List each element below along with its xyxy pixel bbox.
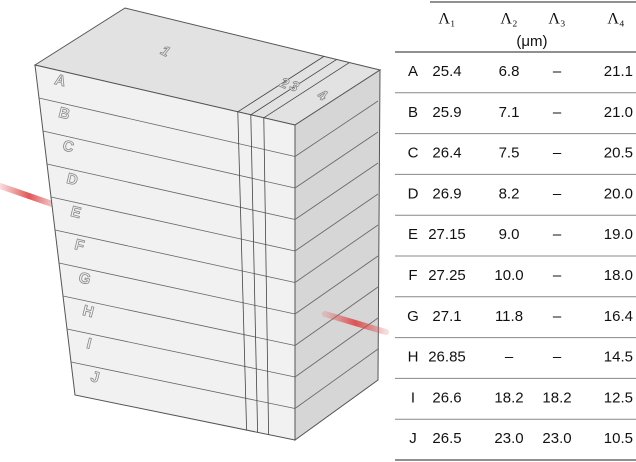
table-cell: – xyxy=(553,145,562,162)
table-cell: 9.0 xyxy=(499,226,520,243)
table-cell: 27.25 xyxy=(428,267,466,284)
table-cell: 10.5 xyxy=(604,430,633,447)
table-cell: 18.2 xyxy=(542,389,571,406)
row-label: B xyxy=(408,104,418,121)
table-cell: 23.0 xyxy=(542,430,571,447)
table-cell: 18.0 xyxy=(604,267,633,284)
row-label: E xyxy=(408,226,418,243)
table-cell: 8.2 xyxy=(499,185,520,202)
table-cell: 18.2 xyxy=(494,389,523,406)
unit-label: (μm) xyxy=(516,33,547,50)
table-cell: 25.9 xyxy=(432,104,461,121)
table-cell: 25.4 xyxy=(432,63,461,80)
figure: ABCDEFGHIJ1234 (μm) Λ₁ Λ₂ Λ₃ Λ₄ A 25.4 6.8 – 21.… xyxy=(0,0,636,462)
table-cell: 11.8 xyxy=(495,308,523,325)
row-label: A xyxy=(408,63,418,80)
table-cell: 16.4 xyxy=(604,308,633,325)
table-cell: – xyxy=(553,308,562,325)
table-cell: 20.0 xyxy=(604,185,633,202)
table-cell: 6.8 xyxy=(499,63,520,80)
laser-beam xyxy=(0,186,58,206)
table-cell: 26.4 xyxy=(432,145,461,162)
table-cell: – xyxy=(553,226,562,243)
row-label: F xyxy=(408,267,417,284)
table-cell: 12.5 xyxy=(604,389,633,406)
table-cell: 23.0 xyxy=(494,430,523,447)
table-cell: 10.0 xyxy=(494,267,523,284)
row-label: G xyxy=(407,308,419,325)
row-label: D xyxy=(408,185,419,202)
table-cell: 20.5 xyxy=(604,145,633,162)
table-cell: 7.1 xyxy=(499,104,520,121)
table-cell: 7.5 xyxy=(499,145,520,162)
side-face xyxy=(295,70,380,440)
column-header: Λ₄ xyxy=(607,11,625,28)
table-cell: 19.0 xyxy=(604,226,633,243)
row-label: J xyxy=(409,430,417,447)
table-cell: – xyxy=(553,185,562,202)
table-cell: – xyxy=(553,63,562,80)
table-cell: – xyxy=(553,267,562,284)
table-cell: 21.0 xyxy=(604,104,633,121)
column-header: Λ₂ xyxy=(500,11,517,28)
table-cell: 27.1 xyxy=(432,308,461,325)
table-cell: – xyxy=(553,349,562,366)
table-cell: 21.1 xyxy=(604,63,633,80)
row-label: I xyxy=(411,389,415,406)
table-cell: 27.15 xyxy=(428,226,466,243)
table-cell: 26.9 xyxy=(432,185,461,202)
table-cell: 14.5 xyxy=(604,349,633,366)
table-cell: 26.85 xyxy=(428,349,466,366)
column-header: Λ₁ xyxy=(438,11,455,28)
table-cell: – xyxy=(553,104,562,121)
row-label: C xyxy=(408,145,419,162)
row-label: H xyxy=(408,349,419,366)
table-cell: 26.5 xyxy=(432,430,461,447)
table-cell: – xyxy=(505,349,514,366)
table-cell: 26.6 xyxy=(432,389,461,406)
column-header: Λ₃ xyxy=(548,11,565,28)
